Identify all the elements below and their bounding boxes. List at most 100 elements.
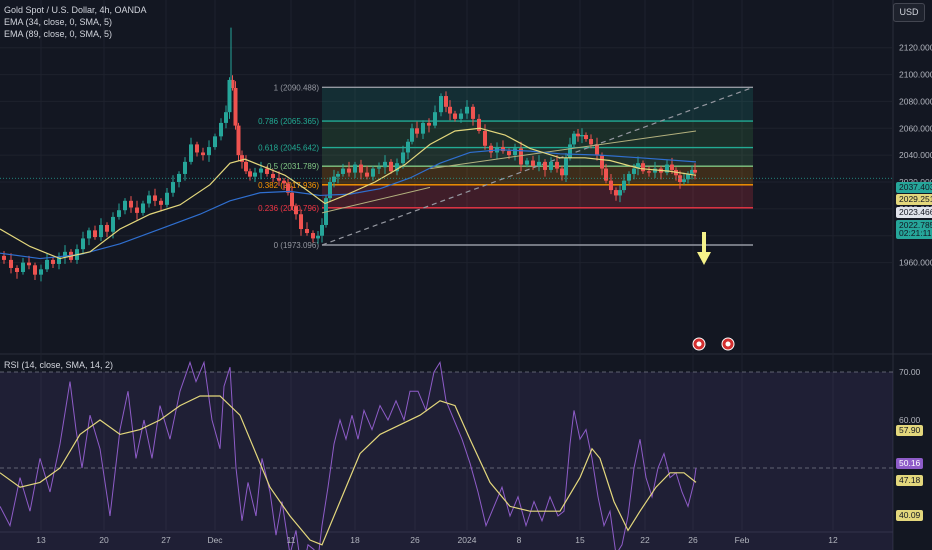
candle-body[interactable]: [290, 192, 294, 207]
candle-body[interactable]: [665, 164, 669, 173]
candle-body[interactable]: [580, 135, 584, 137]
candle-body[interactable]: [406, 141, 410, 153]
candle-body[interactable]: [395, 163, 399, 172]
candle-body[interactable]: [618, 190, 622, 196]
candle-body[interactable]: [299, 214, 303, 230]
candle-body[interactable]: [2, 255, 6, 260]
candle-body[interactable]: [320, 224, 324, 236]
candle-body[interactable]: [336, 173, 340, 177]
candle-body[interactable]: [609, 180, 613, 191]
candle-body[interactable]: [141, 203, 145, 213]
candle-body[interactable]: [236, 125, 241, 156]
candle-body[interactable]: [604, 168, 608, 181]
candle-body[interactable]: [465, 106, 469, 114]
candle-body[interactable]: [27, 262, 31, 266]
candle-body[interactable]: [240, 155, 244, 162]
candle-body[interactable]: [9, 259, 13, 268]
candle-body[interactable]: [57, 257, 61, 264]
candle-body[interactable]: [129, 200, 133, 208]
candle-body[interactable]: [614, 190, 618, 196]
candle-body[interactable]: [227, 79, 232, 113]
candle-body[interactable]: [483, 130, 487, 146]
candle-body[interactable]: [153, 195, 157, 201]
candle-body[interactable]: [560, 168, 564, 176]
candle-body[interactable]: [230, 79, 235, 88]
candle-body[interactable]: [444, 96, 448, 107]
candle-body[interactable]: [653, 168, 657, 173]
candle-body[interactable]: [641, 163, 645, 172]
candle-body[interactable]: [111, 216, 115, 232]
candle-body[interactable]: [525, 160, 529, 165]
candle-body[interactable]: [549, 161, 553, 170]
candle-body[interactable]: [595, 144, 599, 156]
candle-body[interactable]: [201, 152, 205, 156]
candle-body[interactable]: [389, 161, 393, 172]
candle-body[interactable]: [271, 173, 275, 178]
candle-body[interactable]: [33, 265, 37, 275]
candle-body[interactable]: [359, 164, 363, 173]
candle-body[interactable]: [347, 168, 351, 173]
candle-body[interactable]: [477, 118, 481, 131]
candle-body[interactable]: [627, 173, 631, 181]
rsi-line[interactable]: [0, 360, 697, 550]
candle-body[interactable]: [600, 155, 604, 169]
candle-body[interactable]: [693, 169, 697, 173]
candle-body[interactable]: [123, 200, 127, 211]
candle-body[interactable]: [537, 161, 541, 166]
candle-body[interactable]: [277, 177, 281, 181]
candle-body[interactable]: [471, 106, 475, 119]
candle-body[interactable]: [686, 173, 690, 180]
rsi-ma-line[interactable]: [0, 395, 697, 546]
candle-body[interactable]: [159, 200, 163, 205]
candle-body[interactable]: [93, 230, 97, 238]
candle-body[interactable]: [177, 173, 181, 183]
candle-body[interactable]: [316, 235, 320, 239]
candle-body[interactable]: [99, 224, 103, 238]
candle-body[interactable]: [513, 148, 517, 156]
candle-body[interactable]: [401, 152, 405, 164]
candle-body[interactable]: [353, 164, 357, 173]
candle-body[interactable]: [433, 112, 437, 126]
candle-body[interactable]: [410, 128, 414, 142]
candle-body[interactable]: [576, 133, 580, 137]
candle-body[interactable]: [171, 182, 175, 193]
candle-body[interactable]: [459, 113, 463, 119]
trendline[interactable]: [429, 130, 697, 170]
candle-body[interactable]: [421, 122, 425, 134]
candle-body[interactable]: [21, 262, 25, 272]
ema34-legend[interactable]: EMA (34, close, 0, SMA, 5): [4, 17, 113, 27]
candle-body[interactable]: [543, 161, 547, 170]
candle-body[interactable]: [165, 192, 169, 205]
currency-button[interactable]: USD: [893, 3, 925, 22]
candle-body[interactable]: [453, 113, 457, 119]
ema89-legend[interactable]: EMA (89, close, 0, SMA, 5): [4, 29, 113, 39]
candle-body[interactable]: [135, 207, 139, 213]
candle-body[interactable]: [286, 183, 290, 193]
candle-body[interactable]: [647, 171, 651, 173]
rsi-legend[interactable]: RSI (14, close, SMA, 14, 2): [4, 360, 114, 370]
candle-body[interactable]: [572, 133, 576, 145]
candle-body[interactable]: [233, 88, 238, 126]
candle-body[interactable]: [555, 161, 559, 169]
candle-body[interactable]: [195, 144, 199, 153]
candle-body[interactable]: [45, 259, 49, 270]
candle-body[interactable]: [507, 151, 511, 156]
candle-body[interactable]: [632, 168, 636, 174]
candle-body[interactable]: [328, 182, 332, 199]
candle-body[interactable]: [568, 144, 572, 158]
candle-body[interactable]: [305, 229, 309, 234]
candle-body[interactable]: [636, 163, 640, 169]
candle-body[interactable]: [253, 172, 257, 177]
candle-body[interactable]: [183, 161, 187, 174]
candle-body[interactable]: [415, 128, 419, 134]
candle-body[interactable]: [377, 167, 381, 169]
candle-body[interactable]: [439, 96, 443, 113]
candle-body[interactable]: [678, 175, 682, 183]
ema34-line[interactable]: [0, 127, 697, 260]
candle-body[interactable]: [213, 136, 217, 148]
candle-body[interactable]: [15, 267, 19, 272]
trendline[interactable]: [321, 186, 431, 214]
candle-body[interactable]: [501, 147, 505, 152]
candle-body[interactable]: [207, 147, 211, 156]
candle-body[interactable]: [219, 122, 223, 137]
